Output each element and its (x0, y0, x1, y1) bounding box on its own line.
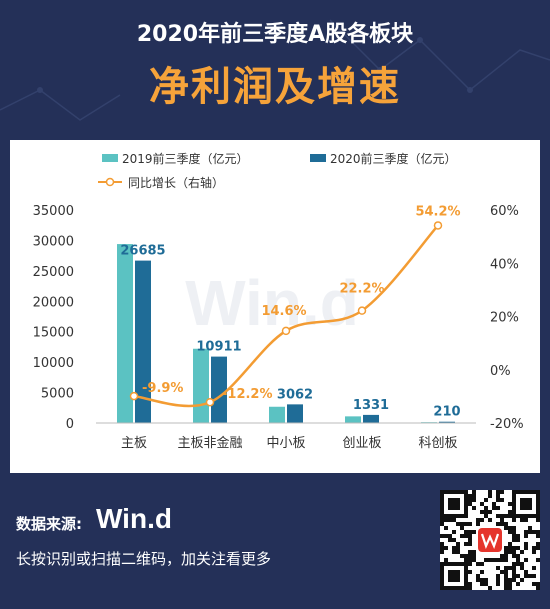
x-tick-label: 科创板 (418, 436, 457, 451)
bar-2019 (117, 244, 133, 423)
x-tick-label: 中小板 (266, 436, 305, 451)
bar-2020 (135, 260, 151, 423)
y-left-tick-label: 0 (66, 417, 74, 432)
y-right-tick-label: -20% (490, 417, 524, 432)
bar-2020 (211, 356, 227, 423)
growth-point (281, 326, 291, 336)
legend-label-2019: 2019前三季度（亿元） (122, 151, 249, 166)
watermark: Win.d (185, 267, 359, 339)
source-label: 数据来源: (16, 515, 82, 533)
qr-code[interactable] (440, 490, 540, 590)
y-axis-right: -20% 0% 20% 40% 60% (490, 204, 524, 432)
legend-marker-growth (105, 177, 115, 187)
growth-point (205, 397, 215, 407)
bar-2019 (193, 348, 209, 423)
qr-logo-icon (478, 528, 502, 552)
x-tick-label: 主板非金融 (177, 435, 242, 451)
bar-2020-value-label: 210 (433, 405, 460, 420)
y-left-tick-label: 20000 (33, 295, 74, 310)
legend-swatch-2020 (310, 154, 326, 162)
chart-subtitle: 净利润及增速 (149, 64, 401, 110)
bar-2020 (439, 421, 455, 423)
y-left-tick-label: 10000 (33, 356, 74, 371)
x-tick-label: 创业板 (342, 436, 381, 451)
y-left-tick-label: 35000 (33, 204, 74, 219)
y-right-tick-label: 40% (490, 257, 519, 272)
growth-point (433, 221, 443, 230)
growth-point (357, 306, 367, 315)
legend-swatch-2019 (102, 154, 118, 162)
y-left-tick-label: 30000 (33, 234, 74, 249)
legend-label-2020: 2020前三季度（亿元） (330, 151, 457, 166)
qr-logo-w-icon (480, 533, 500, 550)
y-right-tick-label: 0% (490, 364, 511, 379)
growth-line: -9.9% -12.2% 14.6% 22.2% 54.2% (129, 204, 461, 408)
footer-note: 长按识别或扫描二维码，加关注看更多 (16, 550, 272, 568)
y-left-tick-label: 5000 (41, 387, 74, 402)
y-right-tick-label: 60% (490, 204, 519, 219)
y-left-tick-label: 25000 (33, 265, 74, 280)
bar-2020 (287, 404, 303, 423)
bar-2020-value-label: 3062 (277, 387, 313, 402)
bar-2020-value-label: 1331 (353, 398, 389, 413)
x-tick-label: 主板 (121, 436, 147, 451)
chart-card: Win.d 2019前三季度（亿元） 2020前三季度（亿元） 同比增长（右轴）… (10, 140, 540, 473)
bar-2020 (363, 414, 379, 423)
growth-value-label: 22.2% (339, 282, 384, 297)
legend-label-growth: 同比增长（右轴） (128, 175, 224, 190)
growth-value-label: 14.6% (261, 304, 306, 319)
x-axis: 主板 主板非金融 中小板 创业板 科创板 (96, 422, 476, 451)
bars: 26685 10911 3062 1331 210 (117, 244, 461, 423)
chart: Win.d 2019前三季度（亿元） 2020前三季度（亿元） 同比增长（右轴）… (33, 151, 524, 451)
growth-value-label: -12.2% (222, 387, 273, 402)
growth-point (129, 391, 139, 401)
y-axis-left: 0 5000 10000 15000 20000 25000 30000 35000 (33, 204, 74, 432)
chart-title: 2020年前三季度A股各板块 (136, 22, 414, 47)
growth-value-label: 54.2% (415, 204, 460, 219)
wind-logo: Win.d (96, 503, 172, 534)
y-left-tick-label: 15000 (33, 326, 74, 341)
bar-2020-value-label: 26685 (120, 244, 165, 259)
bar-2019 (269, 406, 285, 423)
header-decoration (0, 19, 550, 121)
bar-2020-value-label: 10911 (196, 340, 241, 355)
bar-2019 (345, 416, 361, 423)
growth-value-label: -9.9% (142, 381, 183, 396)
legend: 2019前三季度（亿元） 2020前三季度（亿元） 同比增长（右轴） (98, 151, 457, 190)
y-right-tick-label: 20% (490, 311, 519, 326)
